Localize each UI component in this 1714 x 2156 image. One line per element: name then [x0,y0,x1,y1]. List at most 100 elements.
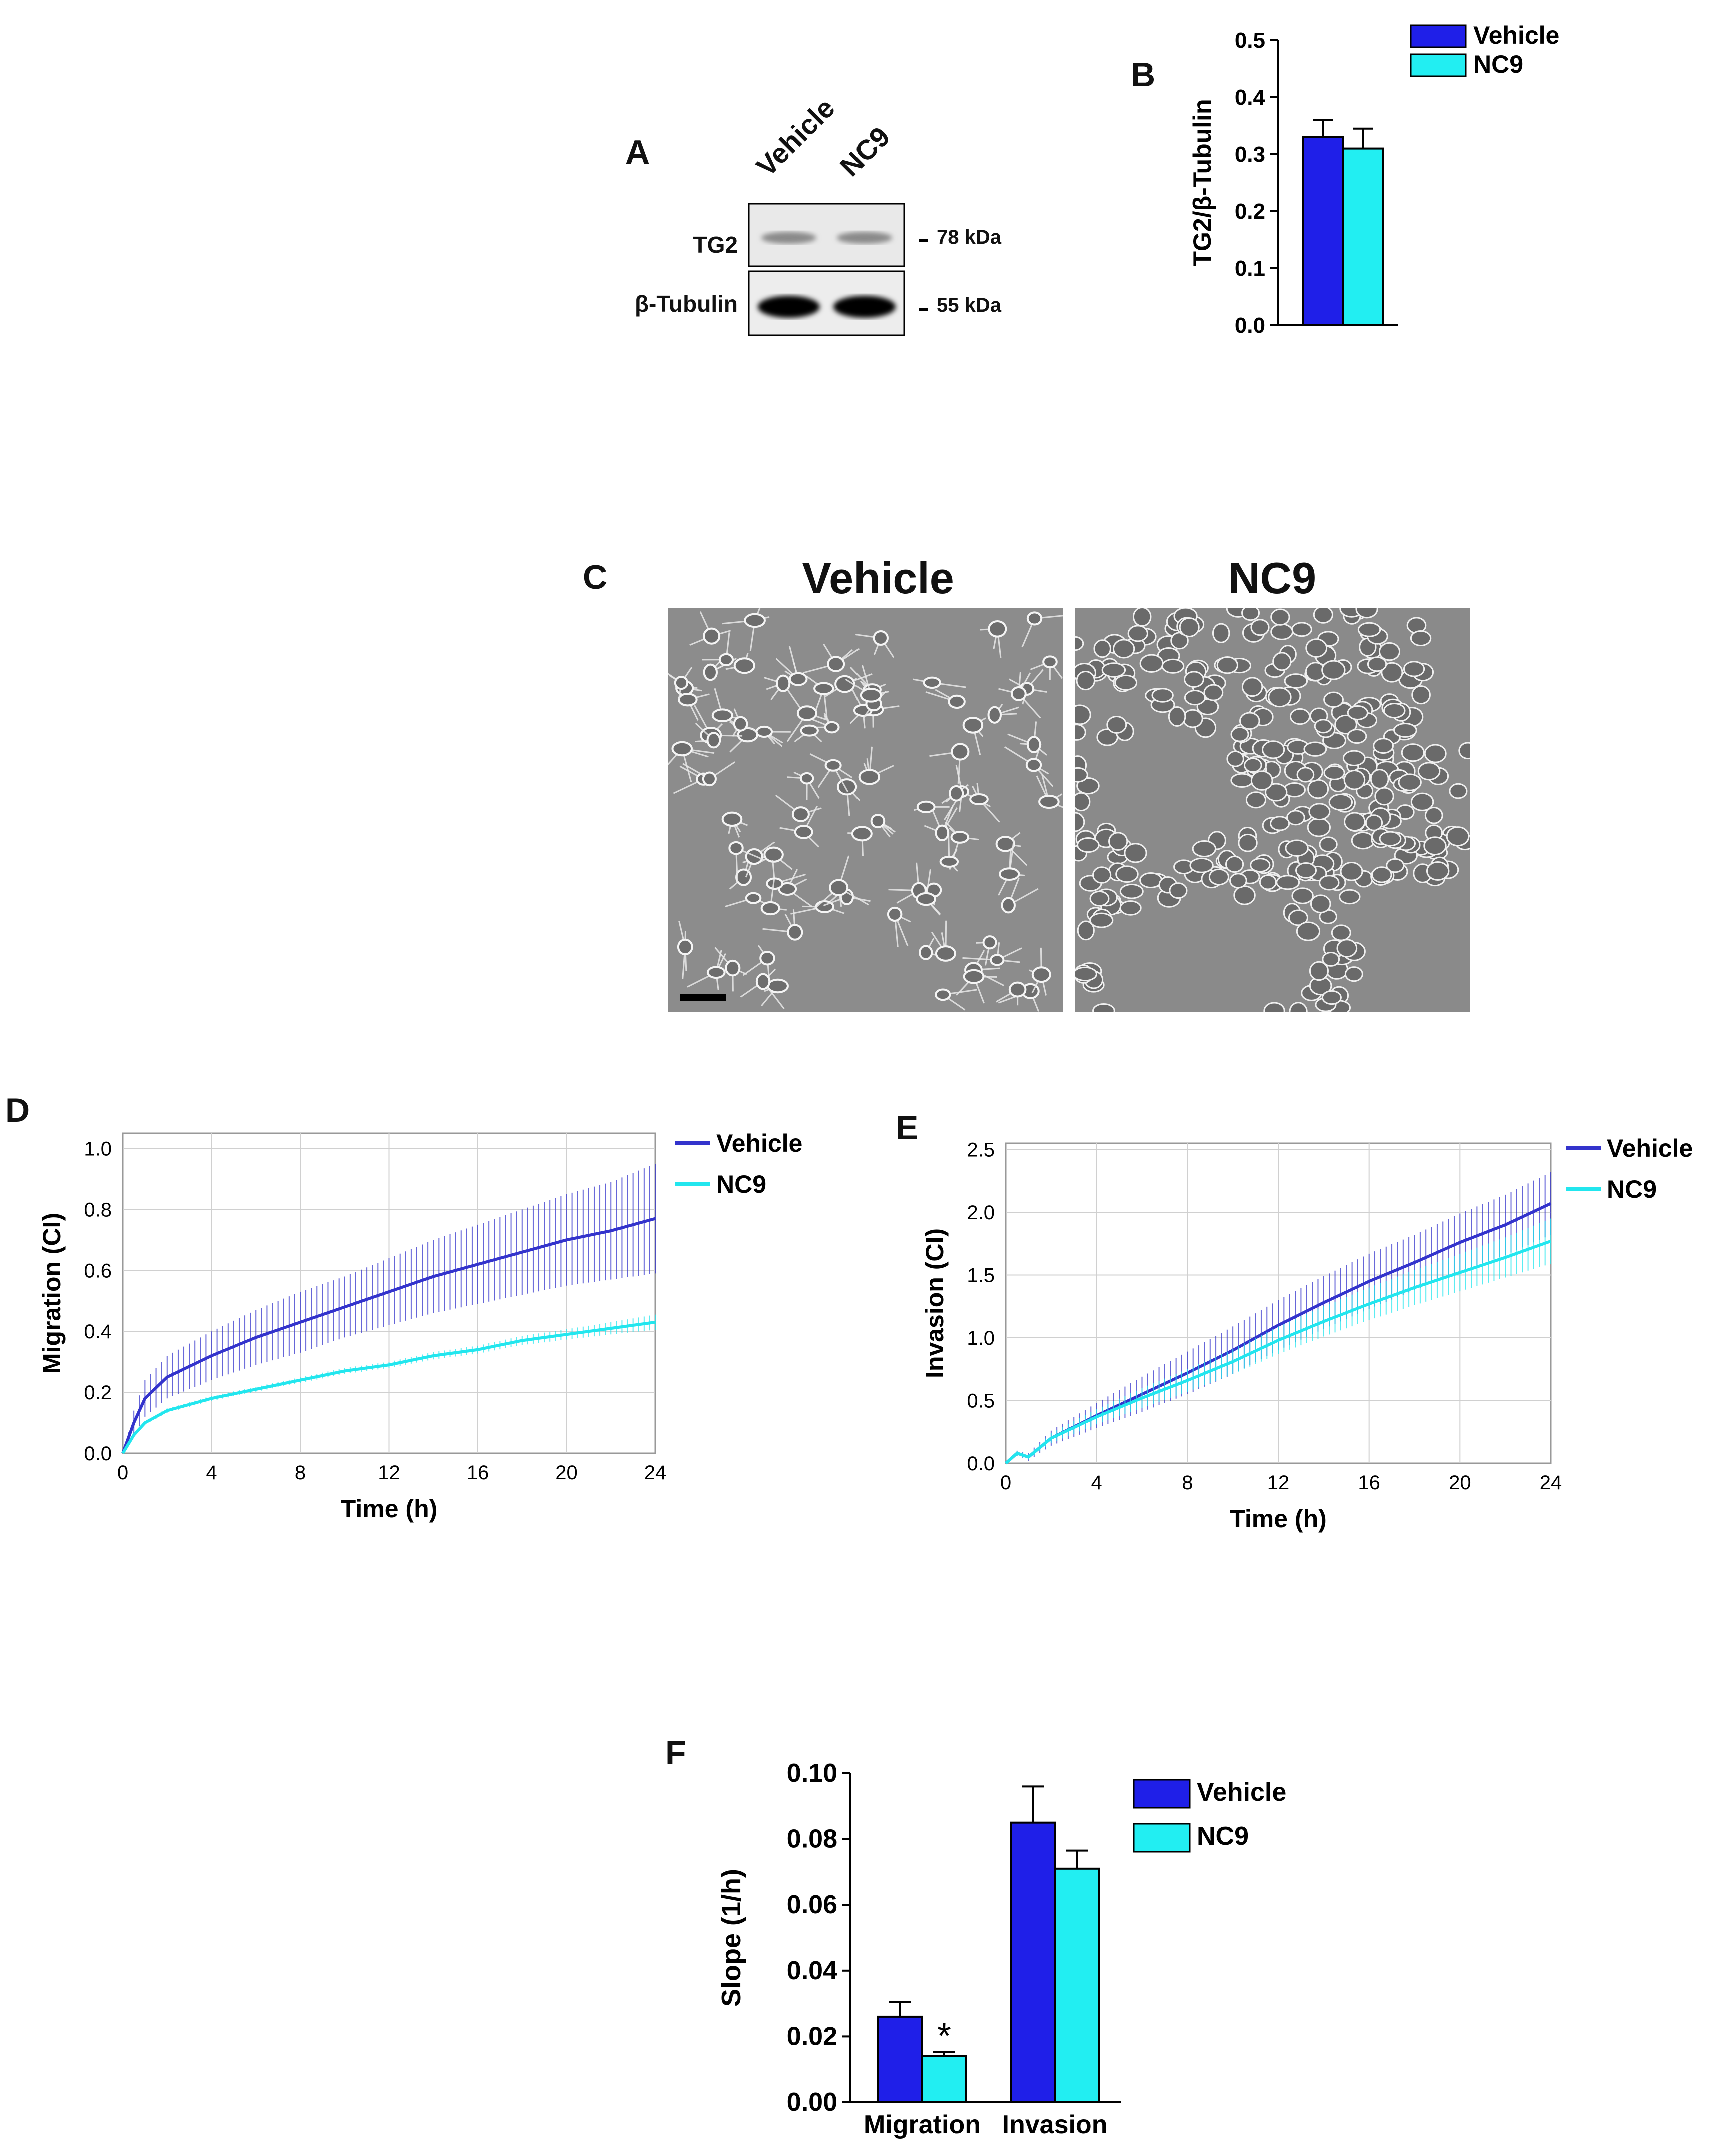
wb-marker-tick-78 [919,239,928,242]
chart-d-xtick-label: 20 [555,1462,578,1484]
chart-d-migration: 0 4 8 12 16 20 24 0.0 0.2 0.4 0.6 0.8 1.0 Time (h) Mig… [38,1129,802,1523]
chart-d-ytick-label: 1.0 [84,1138,112,1160]
wb-band-tg2-nc9 [837,232,892,244]
vehicle-cell [729,721,758,753]
nc9-cell [1245,791,1267,809]
vehicle-cell [787,771,820,800]
chart-d-xlabel: Time (h) [341,1495,438,1523]
vehicle-cell [929,743,970,784]
nc9-cell [1241,608,1260,621]
nc9-cell [1296,767,1315,783]
nc9-cell [1289,708,1311,725]
nc9-cell [1383,703,1406,719]
nc9-cell [1381,662,1403,683]
nc9-cell [1323,691,1344,708]
vehicle-cell [722,608,770,651]
vehicle-cell [855,630,895,658]
nc9-cell [1108,832,1128,851]
nc9-cell [1374,787,1394,806]
nc9-cell [1276,875,1300,890]
nc9-cell [1370,769,1389,789]
vehicle-cell [687,950,726,990]
vehicle-cell [682,761,735,787]
nc9-cell [1132,608,1152,627]
vehicle-cell [725,892,773,908]
vehicle-cell [996,981,1027,1006]
panel-label-a: A [625,133,650,171]
nc9-cell [1233,885,1256,905]
nc9-cell [1243,757,1262,773]
chart-d-xtick-label: 0 [117,1462,128,1484]
nc9-cell [1075,704,1091,725]
wb-row-label-tg2: TG2 [693,232,738,258]
chart-f-ytick-label: 0.08 [787,1825,837,1854]
vehicle-cell [925,689,966,709]
nc9-cell [1424,744,1447,763]
vehicle-cell [913,800,950,813]
vehicle-cell [931,920,956,962]
nc9-cell [1309,961,1329,981]
micrograph-vehicle [668,608,1063,1012]
vehicle-cell [1036,774,1063,809]
vehicle-cell [912,676,966,689]
vehicle-cell [1030,655,1063,680]
chart-f-ytick-label: 0.10 [787,1759,837,1788]
nc9-cell [1351,831,1375,850]
chart-e-ylabel: Invasion (CI) [921,1228,949,1378]
nc9-cell [1288,909,1308,926]
nc9-cell [1449,783,1468,799]
vehicle-cell [1001,878,1039,914]
chart-b-legend-label: NC9 [1473,50,1523,78]
nc9-cell [1075,812,1085,832]
nc9-cell [1314,719,1333,734]
nc9-cell [1075,792,1091,812]
chart-e-xtick-label: 0 [1000,1472,1011,1494]
chart-e-xtick-label: 8 [1182,1472,1193,1494]
vehicle-cell [745,841,775,878]
nc9-cell [1411,685,1431,705]
nc9-cell [1139,654,1164,673]
chart-f-bar-migration-vehicle [877,2015,923,2103]
nc9-cell [1313,608,1333,624]
nc9-cell [1179,617,1200,637]
nc9-cell [1310,894,1331,914]
panel-label-b: B [1131,56,1156,94]
nc9-cell [1250,858,1271,873]
wb-row-label-tubulin: β-Tubulin [634,291,738,317]
nc9-cell [1076,671,1095,691]
nc9-cell [1168,706,1186,727]
nc9-cell [1212,623,1230,643]
wb-band-tg2-vehicle [761,232,816,244]
nc9-cell [1426,861,1450,881]
nc9-cell [1446,826,1470,847]
nc9-cell [1357,622,1381,637]
nc9-cell [1259,874,1277,890]
vehicle-cell [998,672,1041,719]
nc9-cell [1093,639,1111,658]
vehicle-cell [916,869,941,916]
vehicle-cell [858,746,894,785]
chart-f-ytick-label: 0.02 [787,2022,837,2051]
vehicle-cell [1021,611,1063,648]
nc9-cell [1270,608,1290,626]
chart-f-ylabel: Slope (1/h) [716,1869,746,2007]
nc9-cell [1092,1003,1115,1012]
chart-d-legend-label: NC9 [716,1170,766,1198]
chart-d-xtick-label: 24 [644,1462,667,1484]
nc9-cell [1151,688,1174,703]
nc9-cell [1403,661,1425,677]
nc9-cell [1340,862,1363,881]
western-blot-image [748,203,905,336]
chart-b-ytick-label: 0.3 [1235,142,1265,167]
vehicle-cell [935,988,978,1011]
micrograph-title-vehicle: Vehicle [802,553,954,603]
micrograph-title-nc9: NC9 [1228,553,1317,603]
nc9-cell [1295,862,1317,879]
nc9-cell [1344,812,1366,832]
nc9-cell [1334,714,1357,735]
nc9-cell [1225,855,1244,873]
nc9-cell [1270,623,1294,640]
nc9-cell [1331,924,1351,941]
nc9-cell [1089,890,1110,907]
nc9-cell [1265,783,1288,802]
